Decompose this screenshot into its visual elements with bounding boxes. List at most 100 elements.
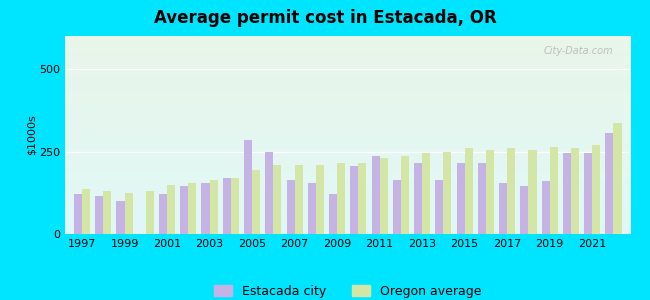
Bar (65, 52, 630, 54)
Bar (65, 56, 630, 58)
Bar (65, 99, 630, 101)
Bar (65, 169, 630, 171)
Bar (231, 178, 239, 234)
Bar (65, 121, 630, 123)
Bar (65, 107, 630, 109)
Bar (614, 124, 621, 234)
Bar (456, 163, 465, 234)
Bar (65, 149, 630, 151)
Bar (422, 153, 430, 234)
Bar (65, 62, 630, 64)
Bar (65, 115, 630, 117)
Bar (65, 208, 630, 210)
Bar (337, 163, 345, 234)
Bar (350, 166, 358, 234)
Bar (65, 202, 630, 204)
Bar (65, 66, 630, 68)
Bar (414, 163, 422, 234)
Bar (244, 140, 252, 234)
Bar (65, 93, 630, 95)
Bar (103, 191, 111, 234)
Bar (443, 152, 452, 234)
Bar (65, 153, 630, 155)
Bar (499, 183, 507, 234)
Bar (605, 133, 614, 234)
Bar (65, 204, 630, 206)
Bar (65, 58, 630, 60)
Bar (65, 38, 630, 40)
Bar (521, 186, 528, 234)
Bar (65, 105, 630, 107)
Bar (65, 54, 630, 56)
Bar (65, 226, 630, 228)
Legend: Estacada city, Oregon average: Estacada city, Oregon average (209, 280, 487, 300)
Bar (125, 193, 133, 234)
Bar (65, 218, 630, 220)
Bar (65, 44, 630, 46)
Bar (65, 143, 630, 145)
Bar (65, 125, 630, 127)
Bar (65, 194, 630, 196)
Bar (65, 123, 630, 125)
Bar (380, 158, 387, 234)
Bar (65, 68, 630, 70)
Bar (65, 177, 630, 178)
Bar (65, 206, 630, 208)
Bar (65, 40, 630, 42)
Bar (329, 194, 337, 234)
Bar (65, 131, 630, 133)
Bar (65, 157, 630, 159)
Bar (65, 210, 630, 212)
Bar (82, 190, 90, 234)
Bar (465, 148, 473, 234)
Bar (65, 64, 630, 66)
Bar (541, 181, 550, 234)
Bar (65, 109, 630, 111)
Bar (65, 74, 630, 76)
Bar (65, 192, 630, 194)
Bar (274, 165, 281, 234)
Bar (116, 201, 125, 234)
Bar (65, 196, 630, 198)
Bar (65, 161, 630, 163)
Bar (65, 76, 630, 78)
Bar (65, 181, 630, 182)
Bar (550, 147, 558, 234)
Bar (65, 127, 630, 129)
Bar (188, 183, 196, 234)
Bar (65, 224, 630, 226)
Bar (65, 129, 630, 131)
Bar (486, 150, 494, 234)
Bar (252, 170, 260, 234)
Bar (287, 179, 294, 234)
Bar (180, 186, 188, 234)
Bar (65, 175, 630, 177)
Bar (65, 159, 630, 161)
Bar (65, 88, 630, 89)
Text: Average permit cost in Estacada, OR: Average permit cost in Estacada, OR (153, 9, 497, 27)
Bar (65, 36, 630, 38)
Bar (65, 42, 630, 44)
Bar (65, 141, 630, 143)
Bar (65, 163, 630, 165)
Bar (65, 139, 630, 141)
Bar (65, 184, 630, 187)
Bar (65, 172, 630, 175)
Bar (436, 179, 443, 234)
Bar (65, 220, 630, 222)
Bar (65, 182, 630, 184)
Bar (65, 190, 630, 192)
Bar (265, 152, 274, 234)
Bar (65, 50, 630, 52)
Bar (316, 165, 324, 234)
Bar (65, 111, 630, 113)
Bar (65, 137, 630, 139)
Bar (65, 133, 630, 135)
Bar (65, 214, 630, 216)
Bar (65, 98, 630, 99)
Bar (65, 72, 630, 74)
Bar (65, 198, 630, 200)
Bar (65, 155, 630, 157)
Bar (65, 95, 630, 98)
Bar (209, 179, 218, 234)
